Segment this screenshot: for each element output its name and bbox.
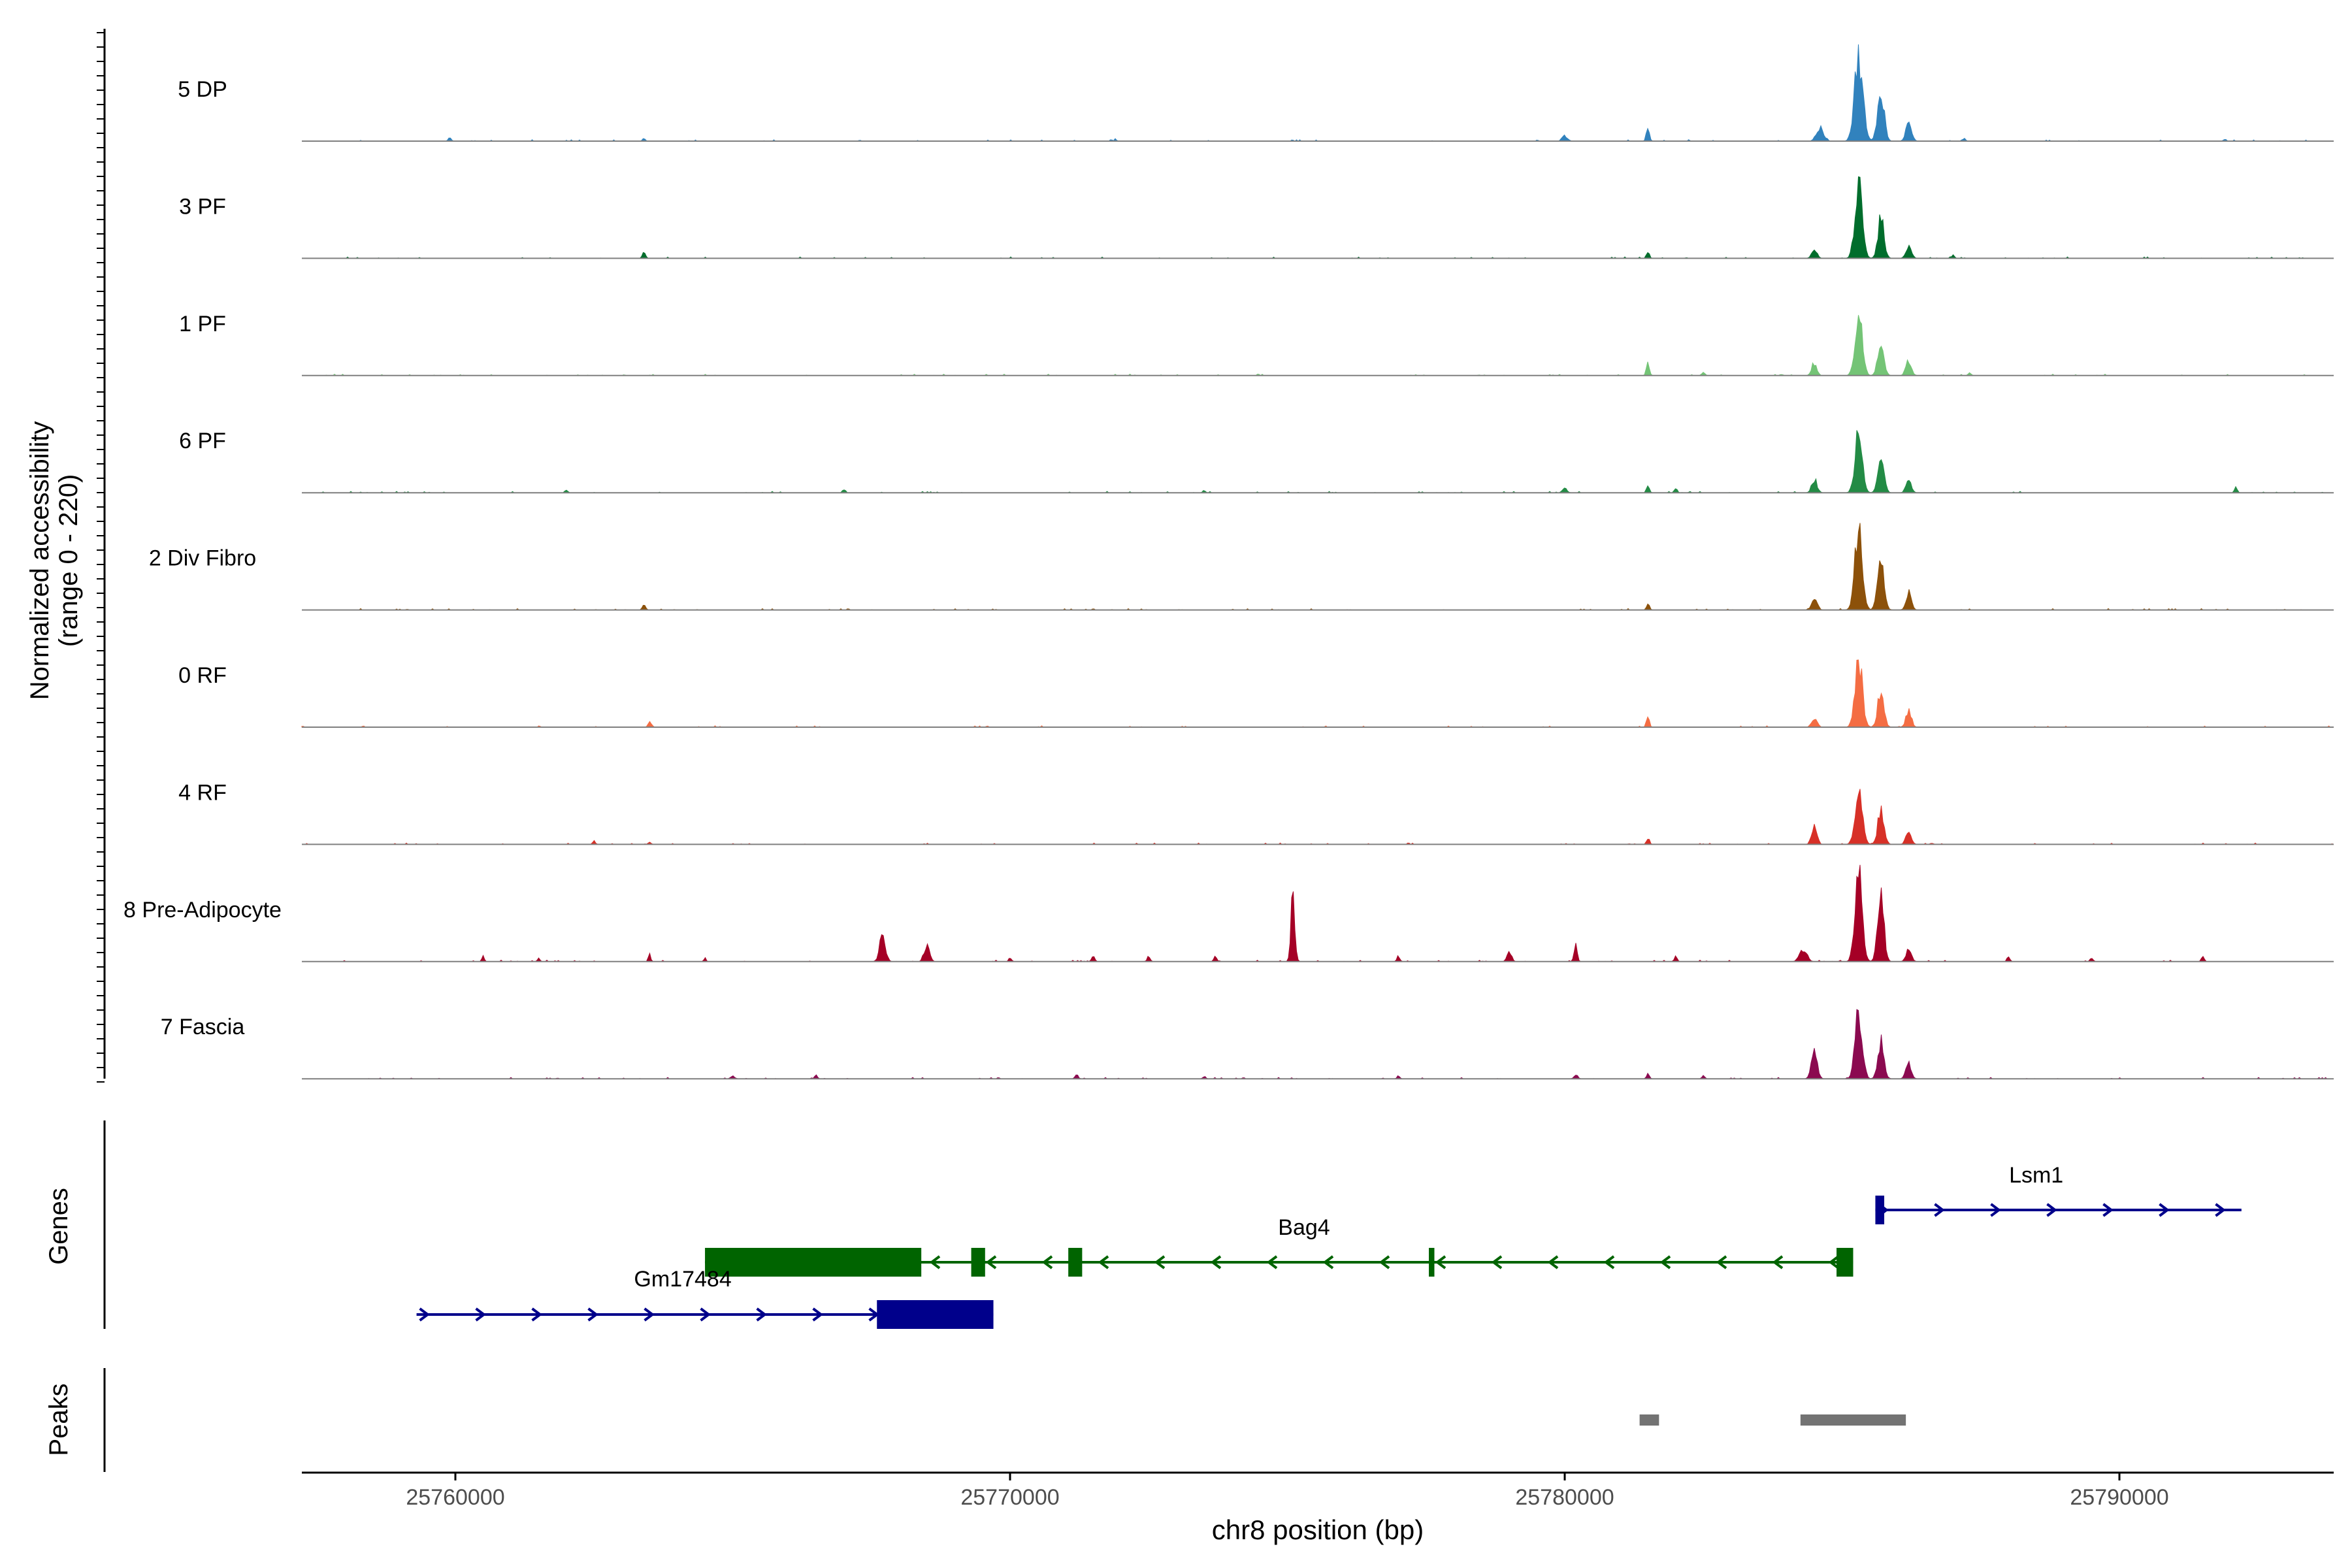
exon <box>1837 1248 1854 1277</box>
exon <box>1428 1248 1435 1277</box>
peak-region <box>1639 1414 1659 1426</box>
strand-arrow <box>985 1255 997 1269</box>
track-0-rf: 0 RF <box>178 659 2334 728</box>
coverage-tracks: 5 DP 3 PF 1 PF 6 PF 2 Div Fibro 0 RF 4 RF 8 Pre… <box>123 44 2334 1080</box>
strand-arrow <box>1828 1255 1840 1269</box>
strand-arrow <box>2159 1203 2170 1217</box>
exon <box>1068 1248 1083 1277</box>
signal-area <box>302 1009 2334 1079</box>
strand-arrow <box>587 1307 598 1322</box>
exon <box>705 1248 922 1277</box>
strand-arrow <box>475 1307 486 1322</box>
track-7-fascia: 7 Fascia <box>161 1009 2334 1080</box>
track-2-div-fibro: 2 Div Fibro <box>149 523 2334 611</box>
x-tick-label: 25790000 <box>2070 1485 2168 1510</box>
track-3-pf: 3 PF <box>179 176 2334 259</box>
gene-annotations: Lsm1 Bag4 Gm17484 <box>416 1163 2242 1329</box>
x-tick-label: 25760000 <box>406 1485 504 1510</box>
strand-arrow <box>419 1307 430 1322</box>
y-axis-label: Normalized accessibility <box>25 421 54 700</box>
strand-arrow <box>1210 1255 1222 1269</box>
strand-arrow <box>2046 1203 2057 1217</box>
gene-label: Lsm1 <box>2009 1163 2063 1188</box>
strand-arrow <box>1435 1255 1446 1269</box>
gene-label: Gm17484 <box>634 1267 731 1292</box>
y-axis-range-label: (range 0 - 220) <box>54 474 83 647</box>
signal-area <box>302 44 2334 142</box>
strand-arrow <box>1990 1203 2001 1217</box>
x-axis-ticks: 25760000 25770000 25780000 25790000 <box>406 1473 2169 1510</box>
track-4-rf: 4 RF <box>178 780 2334 845</box>
track-5-dp: 5 DP <box>178 44 2334 142</box>
gene-bag4: Bag4 <box>704 1215 1854 1277</box>
strand-arrow <box>1934 1203 1945 1217</box>
strand-arrow <box>1379 1255 1390 1269</box>
strand-arrow <box>2215 1203 2226 1217</box>
x-axis-label: chr8 position (bp) <box>1212 1514 1424 1545</box>
track-8-pre-adipocyte: 8 Pre-Adipocyte <box>123 864 2334 962</box>
signal-area <box>302 789 2334 845</box>
gene-label: Bag4 <box>1278 1215 1330 1240</box>
track-label: 1 PF <box>179 312 226 336</box>
signal-area <box>302 523 2334 611</box>
strand-arrow <box>1322 1255 1334 1269</box>
coverage-y-ticks <box>97 32 105 1083</box>
track-label: 6 PF <box>179 429 226 453</box>
track-1-pf: 1 PF <box>179 312 2334 376</box>
strand-arrow <box>1491 1255 1503 1269</box>
strand-arrow <box>756 1307 767 1322</box>
gene-lsm1: Lsm1 <box>1875 1163 2242 1224</box>
exon <box>877 1300 994 1329</box>
strand-arrow <box>1716 1255 1727 1269</box>
track-label: 4 RF <box>178 780 227 805</box>
track-label: 7 Fascia <box>161 1015 245 1039</box>
exon <box>1875 1196 1885 1224</box>
track-label: 3 PF <box>179 194 226 219</box>
peaks-panel-label: Peaks <box>44 1383 73 1456</box>
strand-arrow <box>2102 1203 2114 1217</box>
strand-arrow <box>1154 1255 1166 1269</box>
track-label: 2 Div Fibro <box>149 546 256 571</box>
strand-arrow <box>1772 1255 1784 1269</box>
strand-arrow <box>1098 1255 1109 1269</box>
signal-area <box>302 315 2334 376</box>
strand-arrow <box>1547 1255 1559 1269</box>
strand-arrow <box>1659 1255 1671 1269</box>
signal-area <box>302 864 2334 962</box>
strand-arrow <box>1266 1255 1278 1269</box>
peak-region <box>1800 1414 1906 1426</box>
strand-arrow <box>700 1307 711 1322</box>
gene-gm17484: Gm17484 <box>416 1267 994 1329</box>
strand-arrow <box>1603 1255 1615 1269</box>
exon <box>971 1248 985 1277</box>
track-label: 0 RF <box>178 663 227 688</box>
genes-panel-label: Genes <box>44 1188 73 1265</box>
strand-arrow <box>812 1307 823 1322</box>
track-6-pf: 6 PF <box>179 429 2334 494</box>
strand-arrow <box>531 1307 542 1322</box>
x-tick-label: 25770000 <box>960 1485 1059 1510</box>
x-tick-label: 25780000 <box>1515 1485 1614 1510</box>
peak-regions <box>1639 1414 1906 1426</box>
track-label: 8 Pre-Adipocyte <box>123 898 282 923</box>
signal-area <box>301 659 2334 728</box>
strand-arrow <box>929 1255 941 1269</box>
signal-area <box>302 176 2334 259</box>
track-label: 5 DP <box>178 77 227 102</box>
strand-arrow <box>1041 1255 1053 1269</box>
strand-arrow <box>644 1307 655 1322</box>
signal-area <box>302 430 2334 493</box>
